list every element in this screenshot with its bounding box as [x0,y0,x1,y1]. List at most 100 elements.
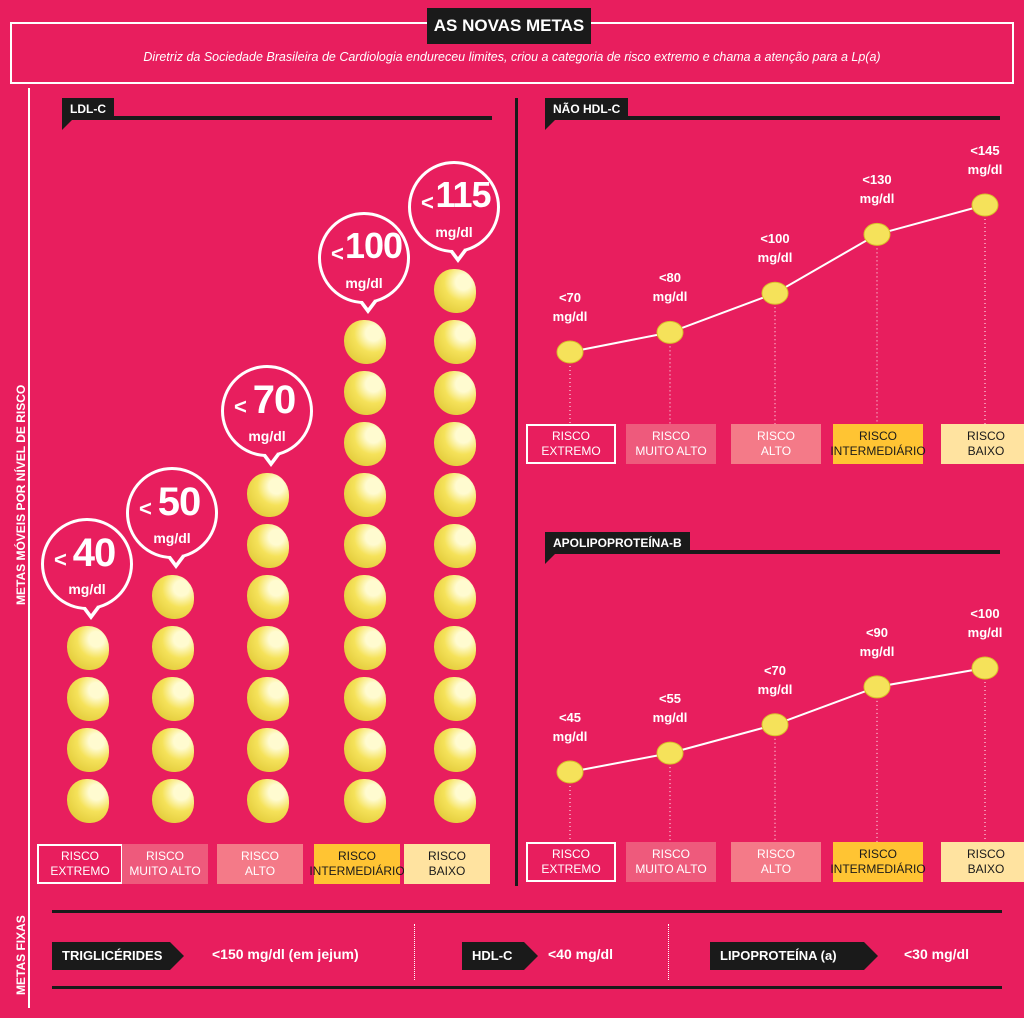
ldl-value-bubble: <40 mg/dl [41,518,133,620]
ldl-lt-sign: < [234,394,247,419]
bubble-tail [452,249,464,257]
point-unit: mg/dl [859,643,895,659]
apob-tab: APOLIPOPROTEÍNA-B [545,532,690,564]
ldl-pill [152,779,194,823]
ldl-pill [434,626,476,670]
point-unit: mg/dl [652,289,688,305]
apob-rule [545,550,1000,554]
ldl-pill [344,677,386,721]
fixed-label-trig: TRIGLICÉRIDES [52,942,184,970]
ldl-pill [247,626,289,670]
ldl-pill [344,728,386,772]
data-point [556,760,584,784]
data-point [656,741,684,765]
ldl-pill [152,575,194,619]
ldl-value-bubble: <70 mg/dl [221,365,313,467]
ldl-value-label: 70 [252,378,297,422]
ldl-value-label: 115 [435,174,491,215]
point-value: <130 [862,172,892,188]
bubble-tail [265,453,277,461]
ldl-pill [152,626,194,670]
fixed-value-lpa: <30 mg/dl [904,946,969,962]
point-value: <55 [658,691,682,707]
ldl-pill [434,473,476,517]
category-label: RISCO ALTO [756,429,795,458]
ldl-unit-label: mg/dl [345,275,383,291]
ldl-lt-sign: < [139,496,152,521]
point-label: <70 mg/dl [540,288,600,326]
page-subtitle: Diretriz da Sociedade Brasileira de Card… [143,50,881,64]
bubble-tail [170,555,182,563]
ldl-rule [62,116,492,120]
category-label: RISCO ALTO [240,849,279,878]
point-value: <100 [970,606,1000,621]
point-value: <145 [970,143,1000,158]
ldl-pill [152,677,194,721]
ldl-pill [247,779,289,823]
category-label: RISCO INTERMEDIÁRIO [309,849,405,878]
line-category-2-3: RISCO INTERMEDIÁRIO [830,842,926,882]
fixed-rule-bottom [52,986,1002,989]
ldl-pill [344,371,386,415]
point-value: <100 [760,231,790,247]
fixed-value-trig: <150 mg/dl (em jejum) [212,946,359,962]
ldl-pill [434,371,476,415]
ldl-pill [434,728,476,772]
category-label: RISCO EXTREMO [541,429,601,458]
line-category-2-0: RISCO EXTREMO [526,842,616,882]
category-label: RISCO EXTREMO [50,849,110,878]
point-unit: mg/dl [552,309,588,324]
side-label-moveis: METAS MÓVEIS POR NÍVEL DE RISCO [14,384,28,605]
point-label: <70 mg/dl [745,661,805,699]
point-label: <145 mg/dl [955,141,1015,179]
ldl-pill [67,626,109,670]
point-label: <100 mg/dl [955,604,1015,642]
point-unit: mg/dl [552,729,588,744]
ldl-pill [152,728,194,772]
series-line [569,204,986,353]
point-label: <130 mg/dl [847,170,907,208]
category-label: RISCO BAIXO [966,429,1005,458]
ldl-pill [247,575,289,619]
fixed-separator [414,924,415,980]
ldl-pill [434,269,476,313]
point-unit: mg/dl [967,625,1003,640]
data-point [556,340,584,364]
ldl-category-1: RISCO MUITO ALTO [122,844,208,884]
bubble-tail [362,300,374,308]
ldl-lt-sign: < [421,190,434,215]
ldl-category-2: RISCO ALTO [217,844,303,884]
ldl-pill [344,626,386,670]
panel-divider [515,98,518,886]
fixed-separator [668,924,669,980]
category-label: RISCO MUITO ALTO [635,847,707,876]
ldl-pill [434,320,476,364]
side-frame [8,88,30,1008]
point-value: <70 [558,290,582,305]
bubble-tail [85,606,97,614]
ldl-value-label: 40 [72,531,117,575]
category-label: RISCO MUITO ALTO [129,849,201,878]
ldl-pill [434,779,476,823]
side-label-fixas: METAS FIXAS [14,915,28,995]
point-label: <55 mg/dl [640,689,700,727]
ldl-unit-label: mg/dl [153,530,191,546]
point-value: <80 [658,270,682,286]
nhdl-tab: NÃO HDL-C [545,98,629,130]
ldl-pill [247,677,289,721]
ldl-pill [434,422,476,466]
ldl-value-label: 50 [157,480,202,524]
category-label: RISCO EXTREMO [541,847,601,876]
line-category-2-4: RISCO BAIXO [941,842,1024,882]
ldl-value-label: 100 [345,225,403,266]
data-point [863,222,891,246]
data-point [656,320,684,344]
point-value: <70 [763,662,787,678]
fixed-rule-top [52,910,1002,913]
ldl-pill [344,524,386,568]
point-unit: mg/dl [967,162,1003,177]
point-label: <80 mg/dl [640,268,700,306]
ldl-unit-label: mg/dl [248,428,286,444]
point-unit: mg/dl [859,191,895,207]
point-value: <90 [865,624,889,640]
